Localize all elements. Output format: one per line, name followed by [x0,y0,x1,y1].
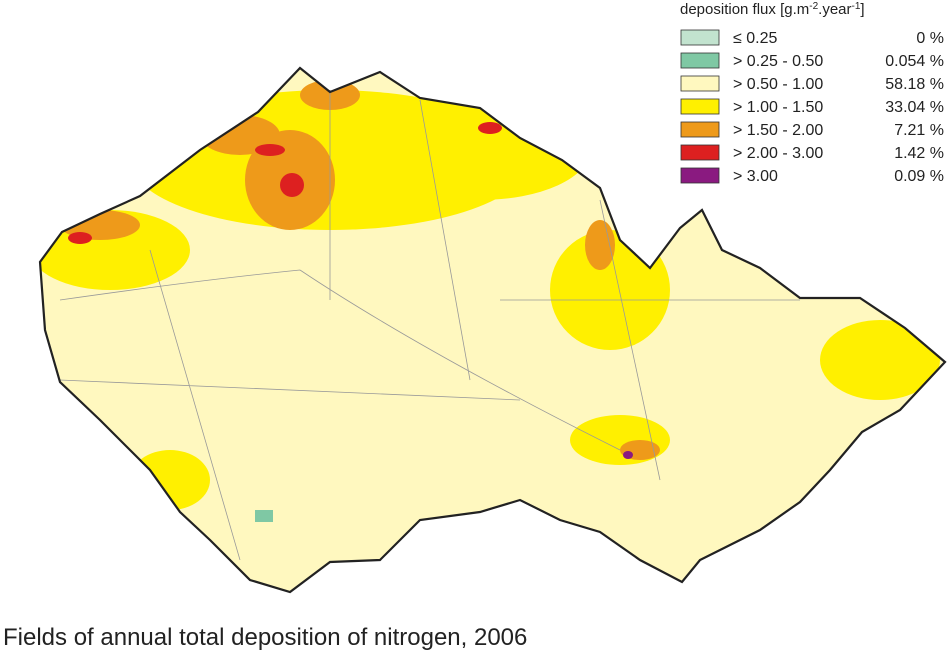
legend-label: > 0.50 - 1.00 [733,76,823,93]
legend-swatch [680,75,720,92]
legend-swatch [680,52,720,69]
legend-swatch [680,144,720,161]
district-borders [59,90,800,561]
legend: ≤ 0.25 0 % > 0.25 - 0.50 0.054 % > 0.50 - 1.… [680,29,944,185]
legend-label: > 1.50 - 2.00 [733,122,823,139]
legend-label: > 1.00 - 1.50 [733,99,823,116]
legend-share: 1.42 % [894,145,944,162]
legend-share: 0.09 % [894,168,944,185]
legend-share: 33.04 % [885,99,944,116]
legend-label: > 3.00 [733,168,778,185]
legend-share: 7.21 % [894,122,944,139]
legend-swatch [680,29,720,46]
legend-share: 0 % [916,30,944,47]
legend-title: deposition flux [g.m-2.year-1] [680,1,865,18]
legend-swatch [680,98,720,115]
legend-swatch [680,121,720,138]
caption: Fields of annual total deposition of nit… [3,624,527,651]
legend-label: > 0.25 - 0.50 [733,53,823,70]
legend-label: ≤ 0.25 [733,30,777,47]
legend-swatch [680,167,720,184]
legend-share: 58.18 % [885,76,944,93]
legend-label: > 2.00 - 3.00 [733,145,823,162]
legend-share: 0.054 % [885,53,944,70]
